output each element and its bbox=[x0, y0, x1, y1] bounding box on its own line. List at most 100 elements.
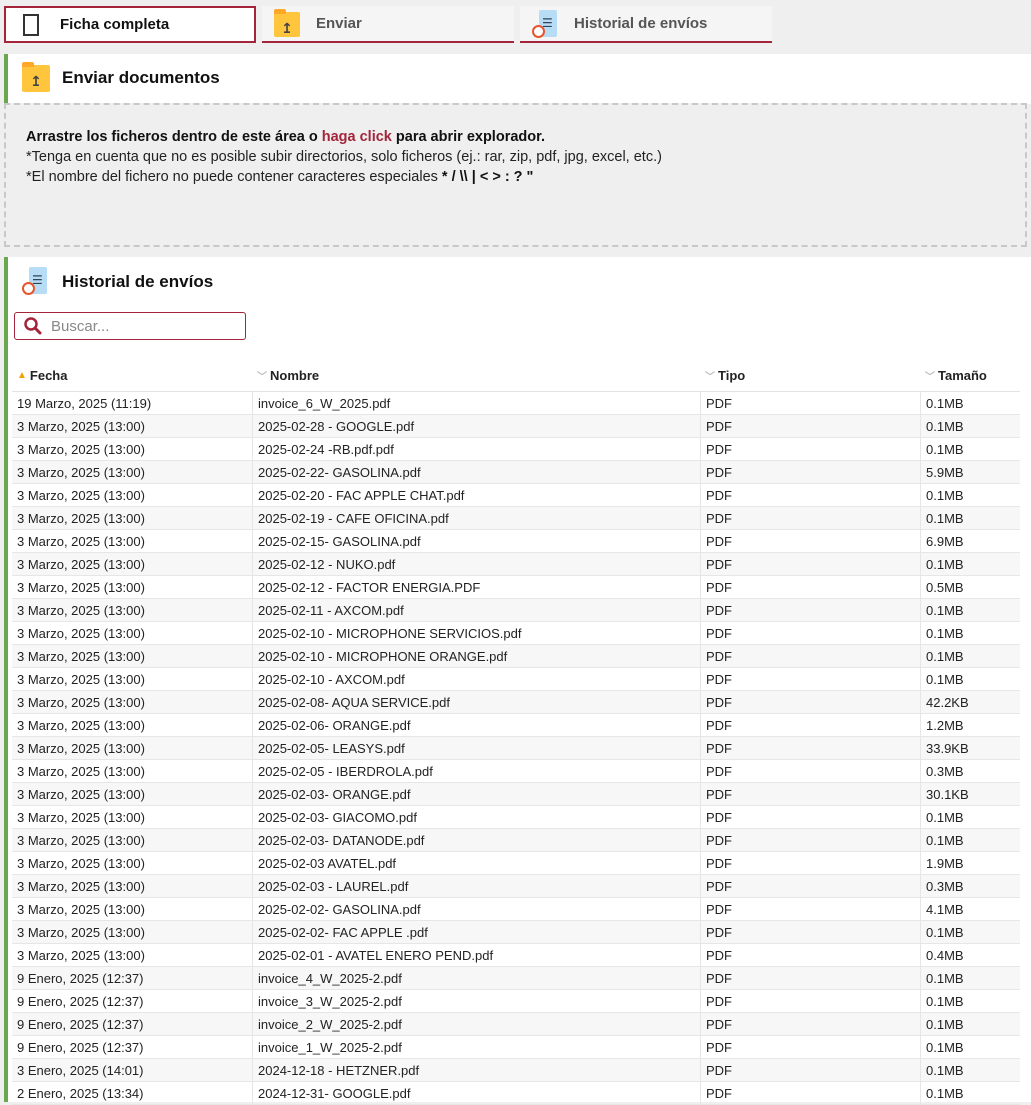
cell-fecha: 3 Marzo, 2025 (13:00) bbox=[17, 786, 145, 802]
cell-tipo: PDF bbox=[700, 783, 920, 805]
cell-tipo: PDF bbox=[700, 461, 920, 483]
cell-nombre: 2025-02-19 - CAFE OFICINA.pdf bbox=[252, 507, 700, 529]
table-row[interactable]: 3 Enero, 2025 (14:01) 2024-12-18 - HETZNE… bbox=[12, 1059, 1020, 1082]
table-row[interactable]: 3 Marzo, 2025 (13:00) 2025-02-02- GASOLIN… bbox=[12, 898, 1020, 921]
browse-link[interactable]: haga click bbox=[321, 129, 392, 145]
folder-upload-icon bbox=[272, 8, 302, 39]
table-row[interactable]: 3 Marzo, 2025 (13:00) 2025-02-12 - NUKO.p… bbox=[12, 553, 1020, 576]
table-row[interactable]: 3 Marzo, 2025 (13:00) 2025-02-03 AVATEL.p… bbox=[12, 852, 1020, 875]
cell-tamano: 0.1MB bbox=[920, 507, 1020, 529]
table-row[interactable]: 3 Marzo, 2025 (13:00) 2025-02-11 - AXCOM.… bbox=[12, 599, 1020, 622]
cell-nombre: 2025-02-03- DATANODE.pdf bbox=[252, 829, 700, 851]
column-tamano[interactable]: ﹀ Tamaño bbox=[920, 360, 1020, 391]
cell-nombre: invoice_2_W_2025-2.pdf bbox=[252, 1013, 700, 1035]
tab-enviar[interactable]: Enviar bbox=[262, 6, 514, 43]
cell-fecha: 3 Marzo, 2025 (13:00) bbox=[17, 763, 145, 779]
tab-historial[interactable]: Historial de envíos bbox=[520, 6, 772, 43]
table-row[interactable]: 3 Marzo, 2025 (13:00) 2025-02-02- FAC APP… bbox=[12, 921, 1020, 944]
sort-icon: ﹀ bbox=[257, 372, 267, 383]
table-row[interactable]: 3 Marzo, 2025 (13:00) 2025-02-10 - AXCOM.… bbox=[12, 668, 1020, 691]
table-row[interactable]: 9 Enero, 2025 (12:37) invoice_2_W_2025-2.… bbox=[12, 1013, 1020, 1036]
cell-tamano: 33.9KB bbox=[920, 737, 1020, 759]
history-document-icon bbox=[20, 266, 52, 298]
cell-tipo: PDF bbox=[700, 944, 920, 966]
history-document-icon bbox=[530, 9, 560, 39]
table-row[interactable]: 3 Marzo, 2025 (13:00) 2025-02-03 - LAUREL… bbox=[12, 875, 1020, 898]
table-row[interactable]: 3 Marzo, 2025 (13:00) 2025-02-10 - MICROP… bbox=[12, 645, 1020, 668]
table-row[interactable]: 3 Marzo, 2025 (13:00) 2025-02-03- ORANGE.… bbox=[12, 783, 1020, 806]
table-row[interactable]: 9 Enero, 2025 (12:37) invoice_1_W_2025-2.… bbox=[12, 1036, 1020, 1059]
cell-tipo: PDF bbox=[700, 760, 920, 782]
table-row[interactable]: 3 Marzo, 2025 (13:00) 2025-02-20 - FAC AP… bbox=[12, 484, 1020, 507]
cell-fecha: 3 Marzo, 2025 (13:00) bbox=[17, 556, 145, 572]
table-row[interactable]: 3 Marzo, 2025 (13:00) 2025-02-19 - CAFE O… bbox=[12, 507, 1020, 530]
cell-fecha: 3 Marzo, 2025 (13:00) bbox=[17, 809, 145, 825]
search-input[interactable] bbox=[51, 317, 231, 335]
table-row[interactable]: 3 Marzo, 2025 (13:00) 2025-02-03- GIACOMO… bbox=[12, 806, 1020, 829]
table-row[interactable]: 3 Marzo, 2025 (13:00) 2025-02-03- DATANOD… bbox=[12, 829, 1020, 852]
cell-tipo: PDF bbox=[700, 622, 920, 644]
cell-fecha: 3 Marzo, 2025 (13:00) bbox=[17, 487, 145, 503]
column-fecha[interactable]: ▲ Fecha bbox=[12, 360, 252, 391]
cell-tamano: 0.1MB bbox=[920, 806, 1020, 828]
cell-tamano: 0.1MB bbox=[920, 415, 1020, 437]
cell-tamano: 0.1MB bbox=[920, 645, 1020, 667]
cell-nombre: 2025-02-05 - IBERDROLA.pdf bbox=[252, 760, 700, 782]
table-row[interactable]: 3 Marzo, 2025 (13:00) 2025-02-05 - IBERDR… bbox=[12, 760, 1020, 783]
sort-icon: ﹀ bbox=[925, 372, 935, 383]
cell-tipo: PDF bbox=[700, 691, 920, 713]
cell-fecha: 3 Marzo, 2025 (13:00) bbox=[17, 671, 145, 687]
section-title: Enviar documentos bbox=[62, 68, 220, 87]
cell-tipo: PDF bbox=[700, 898, 920, 920]
table-body: 19 Marzo, 2025 (11:19) invoice_6_W_2025.p… bbox=[12, 392, 1020, 1105]
cell-nombre: 2025-02-02- GASOLINA.pdf bbox=[252, 898, 700, 920]
cell-nombre: 2025-02-03- ORANGE.pdf bbox=[252, 783, 700, 805]
table-row[interactable]: 3 Marzo, 2025 (13:00) 2025-02-24 -RB.pdf.… bbox=[12, 438, 1020, 461]
table-row[interactable]: 3 Marzo, 2025 (13:00) 2025-02-28 - GOOGLE… bbox=[12, 415, 1020, 438]
cell-tipo: PDF bbox=[700, 829, 920, 851]
table-row[interactable]: 19 Marzo, 2025 (11:19) invoice_6_W_2025.p… bbox=[12, 392, 1020, 415]
cell-tipo: PDF bbox=[700, 553, 920, 575]
drop-note-types: *Tenga en cuenta que no es posible subir… bbox=[26, 149, 662, 165]
table-row[interactable]: 3 Marzo, 2025 (13:00) 2025-02-10 - MICROP… bbox=[12, 622, 1020, 645]
table-row[interactable]: 3 Marzo, 2025 (13:00) 2025-02-12 - FACTOR… bbox=[12, 576, 1020, 599]
cell-tipo: PDF bbox=[700, 415, 920, 437]
table-row[interactable]: 3 Marzo, 2025 (13:00) 2025-02-08- AQUA SE… bbox=[12, 691, 1020, 714]
sort-icon: ﹀ bbox=[705, 372, 715, 383]
cell-fecha: 3 Enero, 2025 (14:01) bbox=[17, 1062, 144, 1078]
table-row[interactable]: 3 Marzo, 2025 (13:00) 2025-02-01 - AVATEL… bbox=[12, 944, 1020, 967]
cell-fecha: 3 Marzo, 2025 (13:00) bbox=[17, 418, 145, 434]
column-nombre[interactable]: ﹀ Nombre bbox=[252, 360, 700, 391]
cell-fecha: 9 Enero, 2025 (12:37) bbox=[17, 993, 144, 1009]
cell-tamano: 0.1MB bbox=[920, 392, 1020, 414]
cell-tipo: PDF bbox=[700, 599, 920, 621]
cell-tipo: PDF bbox=[700, 806, 920, 828]
cell-fecha: 9 Enero, 2025 (12:37) bbox=[17, 970, 144, 986]
cell-fecha: 3 Marzo, 2025 (13:00) bbox=[17, 602, 145, 618]
cell-fecha: 3 Marzo, 2025 (13:00) bbox=[17, 924, 145, 940]
cell-tamano: 0.1MB bbox=[920, 921, 1020, 943]
column-tipo[interactable]: ﹀ Tipo bbox=[700, 360, 920, 391]
fullscreen-icon bbox=[16, 10, 46, 40]
table-row[interactable]: 9 Enero, 2025 (12:37) invoice_4_W_2025-2.… bbox=[12, 967, 1020, 990]
cell-tamano: 0.1MB bbox=[920, 1082, 1020, 1104]
cell-tipo: PDF bbox=[700, 507, 920, 529]
table-row[interactable]: 3 Marzo, 2025 (13:00) 2025-02-05- LEASYS.… bbox=[12, 737, 1020, 760]
cell-tipo: PDF bbox=[700, 392, 920, 414]
cell-nombre: 2025-02-01 - AVATEL ENERO PEND.pdf bbox=[252, 944, 700, 966]
tab-bar: Ficha completa Enviar Historial de envío… bbox=[4, 6, 772, 43]
table-row[interactable]: 3 Marzo, 2025 (13:00) 2025-02-15- GASOLIN… bbox=[12, 530, 1020, 553]
cell-fecha: 9 Enero, 2025 (12:37) bbox=[17, 1016, 144, 1032]
cell-nombre: 2024-12-18 - HETZNER.pdf bbox=[252, 1059, 700, 1081]
tab-ficha-completa[interactable]: Ficha completa bbox=[4, 6, 256, 43]
cell-nombre: 2025-02-10 - MICROPHONE SERVICIOS.pdf bbox=[252, 622, 700, 644]
history-table: ▲ Fecha ﹀ Nombre ﹀ Tipo ﹀ Tamaño 19 Marzo, 2… bbox=[12, 360, 1020, 1105]
drop-zone[interactable]: Arrastre los ficheros dentro de este áre… bbox=[4, 103, 1027, 247]
column-label: Tipo bbox=[718, 368, 746, 383]
column-label: Nombre bbox=[270, 368, 320, 383]
table-row[interactable]: 3 Marzo, 2025 (13:00) 2025-02-22- GASOLIN… bbox=[12, 461, 1020, 484]
table-row[interactable]: 3 Marzo, 2025 (13:00) 2025-02-06- ORANGE.… bbox=[12, 714, 1020, 737]
cell-fecha: 3 Marzo, 2025 (13:00) bbox=[17, 579, 145, 595]
table-row[interactable]: 9 Enero, 2025 (12:37) invoice_3_W_2025-2.… bbox=[12, 990, 1020, 1013]
section-title: Historial de envíos bbox=[62, 272, 214, 291]
